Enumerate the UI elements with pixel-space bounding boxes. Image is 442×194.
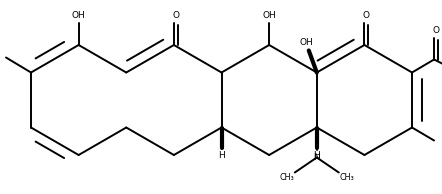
Text: CH₃: CH₃ bbox=[279, 173, 294, 182]
Text: OH: OH bbox=[262, 10, 276, 20]
Text: OH: OH bbox=[72, 10, 85, 20]
Text: O: O bbox=[433, 26, 439, 35]
Text: CH₃: CH₃ bbox=[339, 173, 354, 182]
Text: H: H bbox=[218, 151, 225, 160]
Text: H: H bbox=[313, 151, 320, 160]
Text: OH: OH bbox=[300, 38, 314, 47]
Text: O: O bbox=[363, 11, 370, 21]
Text: N: N bbox=[313, 153, 320, 162]
Text: O: O bbox=[172, 11, 179, 21]
